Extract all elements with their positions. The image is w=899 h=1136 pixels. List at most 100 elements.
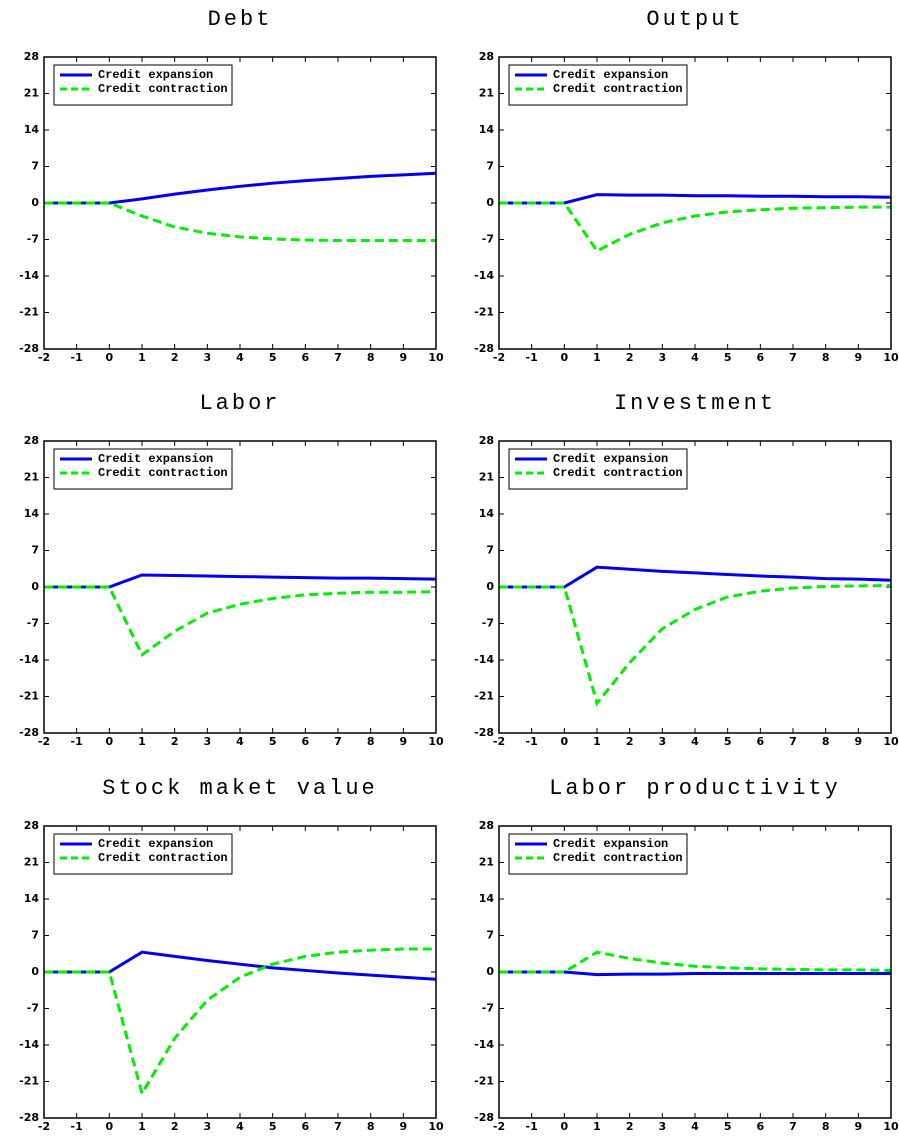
y-tick-label: -7 <box>27 233 39 246</box>
x-tick-label: -1 <box>71 735 83 748</box>
x-tick-label: 3 <box>659 1120 667 1133</box>
y-tick-label: -21 <box>474 690 494 703</box>
x-tick-label: 9 <box>400 1120 408 1133</box>
x-tick-label: 3 <box>204 351 212 364</box>
x-tick-label: -2 <box>493 351 505 364</box>
y-tick-label: -14 <box>474 269 494 282</box>
chart-title: Debt <box>208 7 273 32</box>
x-tick-label: 9 <box>400 735 408 748</box>
y-tick-label: -28 <box>19 1111 39 1124</box>
y-tick-label: -28 <box>474 726 494 739</box>
x-tick-label: 8 <box>367 735 375 748</box>
x-tick-label: 10 <box>883 1120 899 1133</box>
legend-box <box>508 64 688 106</box>
x-tick-label: 1 <box>593 351 601 364</box>
y-tick-label: 21 <box>479 471 494 484</box>
y-tick-label: 14 <box>24 507 40 520</box>
x-tick-label: 10 <box>428 1120 444 1133</box>
x-tick-label: 1 <box>138 351 146 364</box>
x-tick-label: 3 <box>659 735 667 748</box>
x-tick-label: -1 <box>526 735 538 748</box>
y-tick-label: 28 <box>24 50 39 63</box>
series-line <box>44 171 437 205</box>
legend-box <box>53 448 233 490</box>
x-tick-label: 1 <box>138 1120 146 1133</box>
y-tick-label: -14 <box>19 1038 39 1051</box>
x-tick-label: -2 <box>493 735 505 748</box>
y-tick-label: 0 <box>486 580 494 593</box>
x-tick-label: 7 <box>334 1120 342 1133</box>
y-tick-label: 0 <box>486 196 494 209</box>
y-tick-label: -21 <box>19 690 39 703</box>
x-tick-label: 6 <box>757 735 765 748</box>
y-tick-label: 21 <box>479 856 494 869</box>
x-tick-label: 4 <box>236 351 244 364</box>
legend-label: Credit contraction <box>98 466 228 480</box>
y-tick-label: -7 <box>27 617 39 630</box>
x-tick-label: 9 <box>855 351 863 364</box>
x-tick-label: 10 <box>883 351 899 364</box>
legend-label: Credit expansion <box>553 68 668 82</box>
x-tick-label: 7 <box>789 351 797 364</box>
y-tick-label: 0 <box>486 965 494 978</box>
series-line <box>44 947 436 1098</box>
x-tick-label: 4 <box>691 735 699 748</box>
y-tick-label: 14 <box>479 892 495 905</box>
x-tick-label: 9 <box>855 735 863 748</box>
legend-box <box>508 448 688 490</box>
y-tick-label: 0 <box>31 580 39 593</box>
x-tick-label: 5 <box>269 351 277 364</box>
legend-box <box>53 833 233 875</box>
series-line <box>44 950 437 981</box>
legend-label: Credit expansion <box>553 452 668 466</box>
y-tick-label: -28 <box>19 342 39 355</box>
plot-frame <box>498 56 892 350</box>
plot-frame <box>43 825 437 1119</box>
x-tick-label: 0 <box>106 735 114 748</box>
y-tick-label: -21 <box>474 1075 494 1088</box>
y-tick-label: 7 <box>31 929 39 942</box>
y-tick-label: 14 <box>479 123 495 136</box>
y-tick-label: -7 <box>482 233 494 246</box>
y-tick-label: -21 <box>474 306 494 319</box>
x-tick-label: 2 <box>626 1120 634 1133</box>
chart-title: Investment <box>614 391 776 416</box>
y-tick-label: -28 <box>474 1111 494 1124</box>
x-tick-label: -2 <box>493 1120 505 1133</box>
x-tick-label: 5 <box>724 1120 732 1133</box>
x-tick-label: 1 <box>593 735 601 748</box>
x-tick-label: 8 <box>367 1120 375 1133</box>
y-tick-label: -14 <box>19 653 39 666</box>
x-tick-label: -2 <box>38 351 50 364</box>
series-line <box>44 585 437 658</box>
x-tick-label: 9 <box>855 1120 863 1133</box>
y-tick-label: 21 <box>24 856 39 869</box>
x-tick-label: 3 <box>204 1120 212 1133</box>
y-tick-label: 14 <box>24 892 40 905</box>
x-tick-label: 5 <box>724 351 732 364</box>
x-tick-label: 1 <box>593 1120 601 1133</box>
legend-label: Credit contraction <box>553 82 683 96</box>
x-tick-label: 6 <box>757 1120 765 1133</box>
y-tick-label: 0 <box>31 196 39 209</box>
x-tick-label: 5 <box>724 735 732 748</box>
x-tick-label: 2 <box>626 735 634 748</box>
y-tick-label: 0 <box>31 965 39 978</box>
x-tick-label: 10 <box>883 735 899 748</box>
x-tick-label: 9 <box>400 351 408 364</box>
y-tick-label: -14 <box>19 269 39 282</box>
legend-label: Credit expansion <box>553 837 668 851</box>
x-tick-label: -1 <box>71 1120 83 1133</box>
x-tick-label: 7 <box>334 735 342 748</box>
x-tick-label: 4 <box>236 735 244 748</box>
legend-box <box>53 64 233 106</box>
legend-label: Credit expansion <box>98 837 213 851</box>
y-tick-label: -28 <box>474 342 494 355</box>
x-tick-label: 10 <box>428 351 444 364</box>
plot-frame <box>43 440 437 734</box>
x-tick-label: 4 <box>691 1120 699 1133</box>
x-tick-label: 2 <box>171 1120 179 1133</box>
y-tick-label: 14 <box>479 507 495 520</box>
y-tick-label: 28 <box>24 434 39 447</box>
